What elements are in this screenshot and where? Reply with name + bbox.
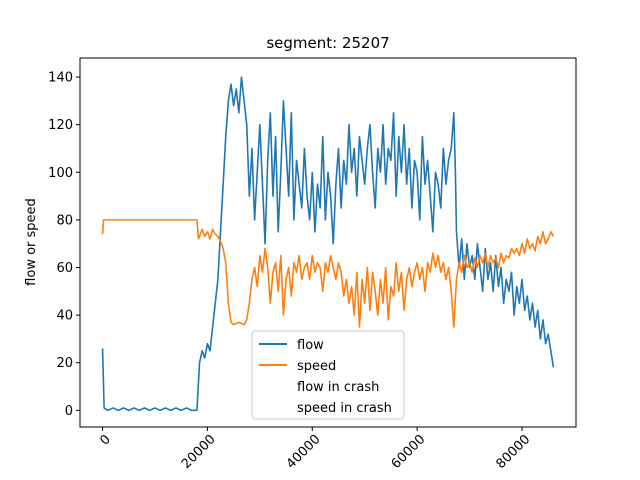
y-tick-label: 120: [48, 118, 73, 133]
y-tick-label: 20: [56, 356, 73, 371]
series-line-speed: [101, 219, 555, 328]
series-layer: [101, 76, 555, 412]
chart-title: segment: 25207: [266, 34, 389, 52]
legend-label-speed: speed: [297, 359, 336, 374]
axes-frame: [79, 57, 577, 428]
legend-label-flow: flow: [297, 338, 324, 353]
legend-box: [251, 330, 405, 420]
legend-label-flow-in-crash: flow in crash: [297, 380, 379, 395]
y-tick-label: 40: [56, 309, 73, 324]
y-tick-label: 0: [65, 404, 73, 419]
legend: flow speed flow in crash speed in crash: [251, 330, 405, 420]
legend-label-speed-in-crash: speed in crash: [297, 401, 392, 416]
y-axis-label: flow or speed: [24, 198, 39, 286]
y-tick-label: 140: [48, 71, 73, 86]
series-line-flow: [101, 76, 555, 412]
y-tick-label: 100: [48, 166, 73, 181]
y-tick-label: 80: [56, 213, 73, 228]
y-tick-label: 60: [56, 261, 73, 276]
y-axis: 0 20 40 60 80 100 120 140: [48, 71, 80, 419]
